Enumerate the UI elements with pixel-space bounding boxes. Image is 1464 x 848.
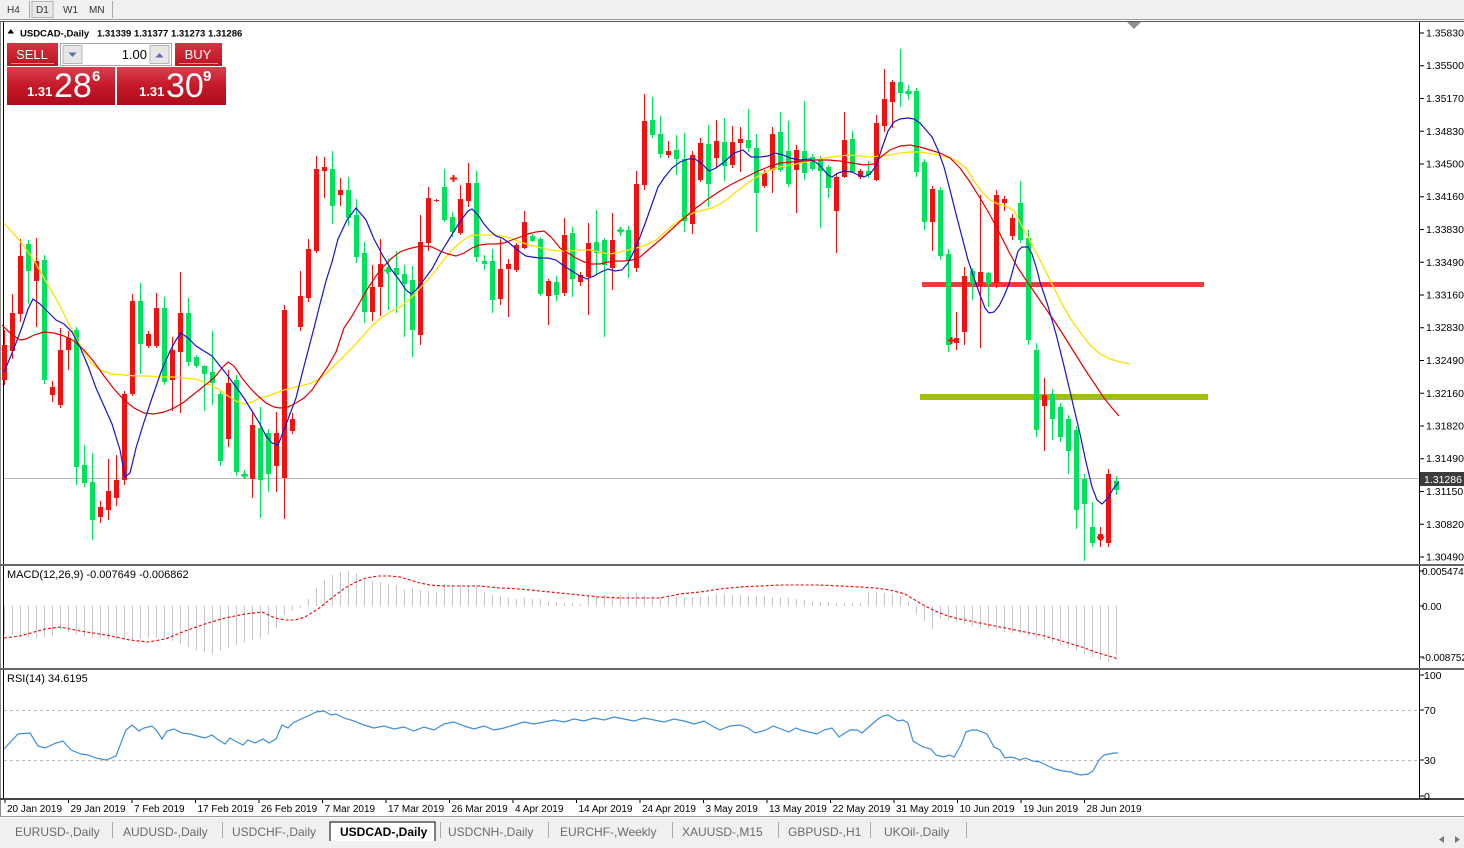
svg-text:70: 70 bbox=[1424, 705, 1436, 717]
svg-text:3 May 2019: 3 May 2019 bbox=[706, 804, 759, 815]
svg-text:1.30820: 1.30820 bbox=[1426, 519, 1464, 531]
svg-text:USDCHF-,Daily: USDCHF-,Daily bbox=[232, 825, 316, 839]
svg-text:6: 6 bbox=[92, 68, 100, 85]
svg-text:1.31: 1.31 bbox=[139, 84, 164, 99]
svg-text:0.005474: 0.005474 bbox=[1422, 567, 1464, 578]
svg-text:GBPUSD-,H1: GBPUSD-,H1 bbox=[788, 825, 862, 839]
svg-text:17 Mar 2019: 17 Mar 2019 bbox=[388, 804, 445, 815]
svg-text:1.00: 1.00 bbox=[122, 47, 147, 62]
svg-text:14 Apr 2019: 14 Apr 2019 bbox=[579, 804, 633, 815]
svg-text:29 Jan 2019: 29 Jan 2019 bbox=[71, 804, 126, 815]
svg-text:26 Feb 2019: 26 Feb 2019 bbox=[261, 804, 318, 815]
svg-text:D1: D1 bbox=[36, 5, 49, 16]
svg-text:1.31490: 1.31490 bbox=[1426, 453, 1464, 465]
svg-text:20 Jan 2019: 20 Jan 2019 bbox=[7, 804, 62, 815]
svg-text:100: 100 bbox=[1424, 670, 1442, 682]
svg-text:1.30490: 1.30490 bbox=[1426, 552, 1464, 564]
svg-text:24 Apr 2019: 24 Apr 2019 bbox=[642, 804, 696, 815]
svg-text:RSI(14) 34.6195: RSI(14) 34.6195 bbox=[7, 673, 88, 685]
svg-text:30: 30 bbox=[166, 67, 204, 105]
svg-text:EURCHF-,Weekly: EURCHF-,Weekly bbox=[560, 825, 656, 839]
svg-text:-0.008752: -0.008752 bbox=[1422, 653, 1464, 664]
svg-text:1.35500: 1.35500 bbox=[1426, 60, 1464, 72]
svg-text:BUY: BUY bbox=[185, 47, 212, 62]
svg-text:UKOil-,Daily: UKOil-,Daily bbox=[884, 825, 949, 839]
svg-text:USDCAD-,Daily: USDCAD-,Daily bbox=[20, 29, 90, 40]
svg-text:0: 0 bbox=[1424, 791, 1430, 803]
svg-text:13 May 2019: 13 May 2019 bbox=[769, 804, 827, 815]
svg-text:19 Jun 2019: 19 Jun 2019 bbox=[1023, 804, 1078, 815]
svg-text:1.34160: 1.34160 bbox=[1426, 191, 1464, 203]
svg-text:MACD(12,26,9) -0.007649 -0.006: MACD(12,26,9) -0.007649 -0.006862 bbox=[7, 569, 189, 581]
svg-text:AUDUSD-,Daily: AUDUSD-,Daily bbox=[123, 825, 208, 839]
svg-text:XAUUSD-,M15: XAUUSD-,M15 bbox=[682, 825, 763, 839]
svg-text:1.35170: 1.35170 bbox=[1426, 93, 1464, 105]
svg-text:17 Feb 2019: 17 Feb 2019 bbox=[198, 804, 255, 815]
svg-text:USDCNH-,Daily: USDCNH-,Daily bbox=[448, 825, 533, 839]
svg-text:H4: H4 bbox=[7, 5, 20, 16]
svg-text:1.33160: 1.33160 bbox=[1426, 290, 1464, 302]
svg-text:1.33830: 1.33830 bbox=[1426, 224, 1464, 236]
svg-text:30: 30 bbox=[1424, 755, 1436, 767]
svg-text:22 May 2019: 22 May 2019 bbox=[833, 804, 891, 815]
svg-text:1.32830: 1.32830 bbox=[1426, 322, 1464, 334]
svg-text:26 Mar 2019: 26 Mar 2019 bbox=[452, 804, 509, 815]
svg-text:1.31150: 1.31150 bbox=[1426, 486, 1463, 498]
svg-text:1.32160: 1.32160 bbox=[1426, 388, 1464, 400]
svg-text:1.31: 1.31 bbox=[27, 84, 52, 99]
svg-text:10 Jun 2019: 10 Jun 2019 bbox=[960, 804, 1015, 815]
svg-text:28 Jun 2019: 28 Jun 2019 bbox=[1087, 804, 1142, 815]
svg-text:0.00: 0.00 bbox=[1422, 602, 1442, 613]
svg-text:MN: MN bbox=[89, 5, 105, 16]
svg-text:1.35830: 1.35830 bbox=[1426, 28, 1464, 40]
svg-text:7 Mar 2019: 7 Mar 2019 bbox=[325, 804, 376, 815]
svg-text:1.31339 1.31377 1.31273 1.3128: 1.31339 1.31377 1.31273 1.31286 bbox=[97, 29, 242, 40]
svg-text:1.32490: 1.32490 bbox=[1426, 355, 1464, 367]
svg-text:28: 28 bbox=[54, 67, 92, 105]
svg-text:1.33490: 1.33490 bbox=[1426, 257, 1464, 269]
svg-text:7 Feb 2019: 7 Feb 2019 bbox=[134, 804, 185, 815]
svg-text:9: 9 bbox=[203, 68, 211, 85]
svg-text:1.31286: 1.31286 bbox=[1424, 474, 1462, 486]
svg-text:1.34500: 1.34500 bbox=[1426, 159, 1464, 171]
svg-text:USDCAD-,Daily: USDCAD-,Daily bbox=[340, 825, 428, 839]
svg-text:W1: W1 bbox=[63, 5, 78, 16]
svg-text:1.34830: 1.34830 bbox=[1426, 126, 1464, 138]
svg-text:31 May 2019: 31 May 2019 bbox=[896, 804, 954, 815]
svg-text:EURUSD-,Daily: EURUSD-,Daily bbox=[15, 825, 100, 839]
svg-text:1.31820: 1.31820 bbox=[1426, 421, 1464, 433]
svg-text:4 Apr 2019: 4 Apr 2019 bbox=[515, 804, 564, 815]
svg-text:SELL: SELL bbox=[16, 47, 48, 62]
